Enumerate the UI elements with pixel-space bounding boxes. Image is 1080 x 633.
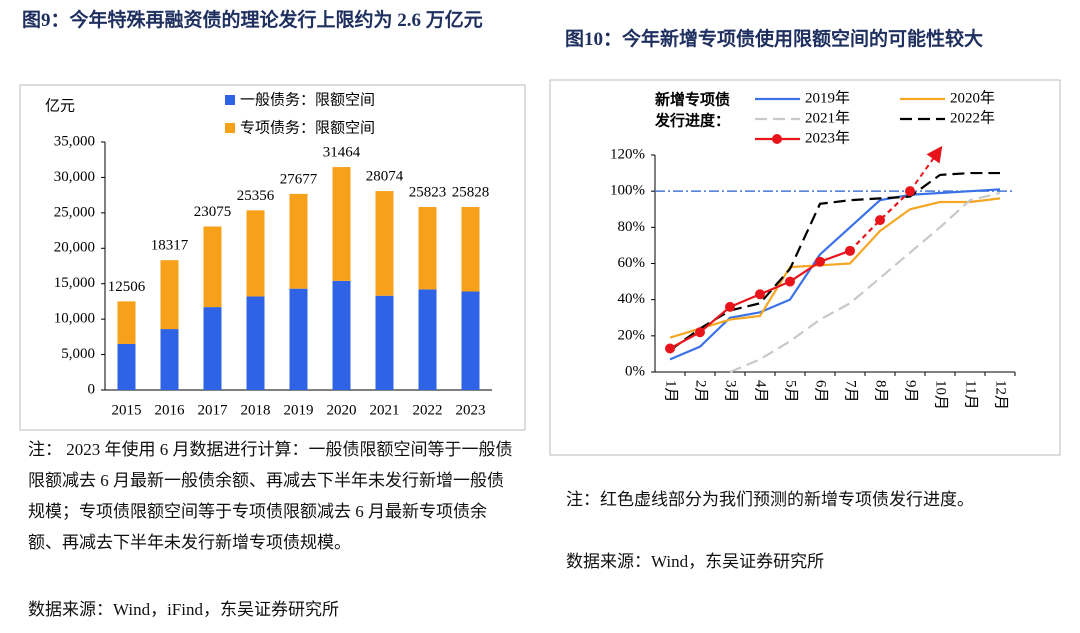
y-tick-label: 120% — [610, 146, 645, 162]
point — [905, 186, 915, 197]
total-label: 25828 — [452, 184, 490, 200]
legend-swatch — [225, 123, 235, 133]
total-label: 28074 — [366, 169, 404, 185]
chart-frame — [19, 84, 526, 431]
y-tick-label: 0% — [625, 363, 645, 379]
bar-segment — [332, 167, 351, 281]
note: 注：红色虚线部分为我们预测的新增专项债发行进度。 — [566, 490, 974, 509]
x-tick-label: 4月 — [753, 380, 769, 403]
point — [815, 256, 825, 267]
y-tick-label: 80% — [618, 219, 646, 235]
legend-label: 2023年 — [805, 129, 850, 146]
point — [875, 215, 885, 226]
bar-segment — [375, 295, 394, 390]
bar-segment — [160, 260, 179, 330]
bar-segment — [461, 291, 480, 390]
bar-segment — [332, 280, 351, 390]
bar-segment — [246, 210, 265, 297]
legend-label: 2021年 — [805, 109, 850, 126]
series-line — [669, 188, 1001, 361]
x-tick-label: 10月 — [933, 380, 949, 410]
source: 数据来源：Wind，东吴证券研究所 — [566, 552, 825, 571]
bar-segment — [246, 296, 265, 390]
source: 数据来源：Wind，iFind，东吴证券研究所 — [28, 600, 339, 619]
legend-label: 2019年 — [805, 89, 850, 106]
total-label: 31464 — [323, 144, 361, 160]
total-label: 23075 — [194, 204, 232, 220]
legend-swatch — [225, 95, 235, 105]
y-tick-label: 60% — [618, 255, 646, 271]
series-line — [669, 197, 1001, 339]
legend-label: 2020年 — [950, 89, 995, 106]
x-tick-label: 2023 — [456, 402, 486, 418]
point — [725, 301, 735, 312]
bar-segment — [203, 226, 222, 308]
x-tick-label: 2018 — [241, 402, 271, 418]
bar-segment — [117, 301, 136, 344]
series-line — [729, 191, 1001, 374]
x-tick-label: 2015 — [112, 402, 142, 418]
x-tick-label: 6月 — [813, 380, 829, 403]
point — [845, 245, 855, 256]
x-tick-label: 8月 — [873, 380, 889, 403]
bar-segment — [289, 288, 308, 390]
legend-label: 一般债务：限额空间 — [240, 91, 375, 108]
point — [665, 343, 675, 354]
bar-segment — [418, 207, 437, 290]
bar-segment — [289, 193, 308, 289]
x-tick-label: 2022 — [413, 402, 443, 418]
figure-title: 图9：今年特殊再融资债的理论发行上限约为 2.6 万亿元 — [22, 10, 483, 31]
total-label: 27677 — [280, 171, 318, 187]
total-label: 25356 — [237, 188, 275, 204]
x-tick-label: 11月 — [963, 380, 979, 409]
y-tick-label: 5,000 — [61, 346, 95, 362]
total-label: 12506 — [108, 279, 146, 295]
y-axis-label: 亿元 — [45, 97, 75, 114]
legend-marker — [772, 134, 782, 144]
point — [695, 327, 705, 338]
bar-segment — [203, 307, 222, 390]
y-tick-label: 20% — [618, 327, 646, 343]
point — [785, 276, 795, 287]
y-tick-label: 25,000 — [54, 204, 95, 220]
point — [755, 289, 765, 300]
x-tick-label: 5月 — [783, 380, 799, 403]
bar-segment — [418, 289, 437, 390]
x-tick-label: 2021 — [370, 402, 400, 418]
x-tick-label: 2019 — [284, 402, 314, 418]
y-tick-label: 10,000 — [54, 311, 95, 327]
note: 注： 2023 年使用 6 月数据进行计算：一般债限额空间等于一般债限额减去 6… — [28, 440, 513, 552]
x-tick-label: 1月 — [663, 380, 679, 403]
x-tick-label: 2016 — [155, 402, 186, 418]
legend-label: 2022年 — [950, 109, 995, 126]
x-tick-label: 3月 — [723, 380, 739, 403]
x-tick-label: 2月 — [693, 380, 709, 403]
total-label: 18317 — [151, 238, 189, 254]
x-tick-label: 9月 — [903, 380, 919, 403]
y-tick-label: 15,000 — [54, 275, 95, 291]
series-line — [669, 171, 1000, 352]
x-tick-label: 2020 — [327, 402, 357, 418]
legend-label: 专项债务：限额空间 — [240, 119, 375, 136]
y-tick-label: 40% — [618, 291, 646, 307]
chart-frame — [549, 79, 1061, 456]
bar-segment — [160, 329, 179, 390]
y-tick-label: 30,000 — [54, 169, 95, 185]
bar-segment — [461, 206, 480, 292]
x-tick-label: 7月 — [843, 380, 859, 403]
legend-title: 新增专项债 — [655, 90, 730, 108]
x-tick-label: 2017 — [198, 402, 229, 418]
bar-segment — [375, 191, 394, 296]
figure-title: 图10：今年新增专项债使用限额空间的可能性较大 — [565, 29, 984, 50]
bar-segment — [117, 343, 136, 390]
y-tick-label: 100% — [610, 183, 645, 199]
total-label: 25823 — [409, 184, 447, 200]
y-tick-label: 20,000 — [54, 240, 95, 256]
x-tick-label: 12月 — [993, 380, 1009, 410]
y-tick-label: 0 — [88, 381, 96, 397]
y-tick-label: 35,000 — [54, 133, 95, 149]
legend-title: 发行进度： — [654, 111, 730, 129]
